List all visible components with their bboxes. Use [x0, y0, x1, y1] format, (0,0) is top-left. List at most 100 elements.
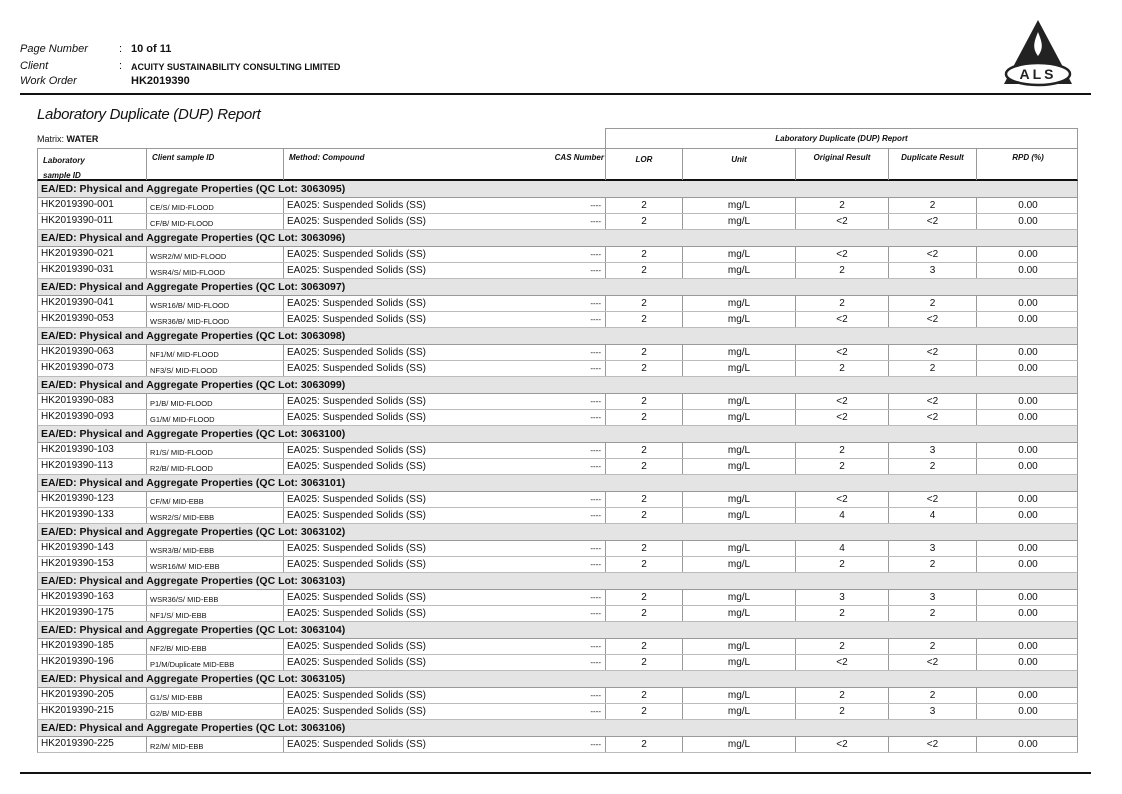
table-row: HK2019390-083 P1/B/ MID-FLOOD EA025: Suspe… [37, 394, 1078, 410]
table-row: HK2019390-225 R2/M/ MID-EBB EA025: Suspend… [37, 737, 1078, 753]
cell-duplicate-result: <2 [889, 214, 977, 229]
cell-original-result: <2 [796, 247, 889, 262]
table-row: HK2019390-031 WSR4/S/ MID-FLOOD EA025: Sus… [37, 263, 1078, 279]
cell-lor: 2 [606, 655, 683, 670]
cell-original-result: 2 [796, 198, 889, 213]
cell-lor: 2 [606, 737, 683, 752]
cell-method: EA025: Suspended Solids (SS) [287, 216, 426, 227]
table-row: HK2019390-021 WSR2/M/ MID-FLOOD EA025: Sus… [37, 247, 1078, 263]
cell-rpd: 0.00 [1018, 363, 1038, 374]
cell-original-result: 2 [796, 443, 889, 458]
cell-rpd: 0.00 [1018, 461, 1038, 472]
cell-client-sample-id: P1/B/ MID-FLOOD [147, 394, 284, 409]
table-row: HK2019390-163 WSR36/S/ MID-EBB EA025: Susp… [37, 590, 1078, 606]
cell-original-result: 2 [796, 296, 889, 311]
cell-method: EA025: Suspended Solids (SS) [287, 641, 426, 652]
cell-unit: mg/L [683, 655, 796, 670]
cell-duplicate-result: 2 [889, 557, 977, 572]
cell-duplicate-result: 3 [889, 704, 977, 719]
cell-unit: mg/L [683, 688, 796, 703]
table-row: HK2019390-196 P1/M/Duplicate MID-EBB EA025… [37, 655, 1078, 671]
table-row: HK2019390-113 R2/B/ MID-FLOOD EA025: Suspe… [37, 459, 1078, 475]
cell-rpd: 0.00 [1018, 200, 1038, 211]
cell-lab-sample-id: HK2019390-063 [38, 345, 147, 360]
cell-cas-number: ---- [506, 655, 606, 670]
cell-client-sample-id: G2/B/ MID-EBB [147, 704, 284, 719]
cell-rpd: 0.00 [1018, 347, 1038, 358]
cell-cas-number: ---- [506, 704, 606, 719]
client-value: ACUITY SUSTAINABILITY CONSULTING LIMITED [131, 62, 341, 72]
cell-lab-sample-id: HK2019390-185 [38, 639, 147, 654]
cell-unit: mg/L [683, 541, 796, 556]
col-cas: CAS Number [506, 149, 606, 180]
cell-cas-number: ---- [506, 361, 606, 376]
cell-lab-sample-id: HK2019390-021 [38, 247, 147, 262]
cell-unit: mg/L [683, 459, 796, 474]
cell-unit: mg/L [683, 263, 796, 278]
cell-lab-sample-id: HK2019390-011 [38, 214, 147, 229]
table-row: HK2019390-063 NF1/M/ MID-FLOOD EA025: Susp… [37, 345, 1078, 361]
cell-duplicate-result: 2 [889, 606, 977, 621]
cell-client-sample-id: WSR3/B/ MID-EBB [147, 541, 284, 556]
cell-client-sample-id: WSR2/M/ MID-FLOOD [147, 247, 284, 262]
matrix-label: Matrix: [37, 134, 64, 144]
cell-cas-number: ---- [506, 345, 606, 360]
cell-method: EA025: Suspended Solids (SS) [287, 445, 426, 456]
cell-rpd: 0.00 [1018, 249, 1038, 260]
table-row: HK2019390-175 NF1/S/ MID-EBB EA025: Suspen… [37, 606, 1078, 622]
cell-method: EA025: Suspended Solids (SS) [287, 559, 426, 570]
super-header: Laboratory Duplicate (DUP) Report [605, 128, 1078, 148]
cell-duplicate-result: 3 [889, 263, 977, 278]
cell-rpd: 0.00 [1018, 543, 1038, 554]
cell-lor: 2 [606, 541, 683, 556]
cell-unit: mg/L [683, 639, 796, 654]
table-row: HK2019390-073 NF3/S/ MID-FLOOD EA025: Susp… [37, 361, 1078, 377]
cell-cas-number: ---- [506, 312, 606, 327]
cell-original-result: 2 [796, 688, 889, 703]
cell-lor: 2 [606, 312, 683, 327]
cell-cas-number: ---- [506, 459, 606, 474]
cell-method: EA025: Suspended Solids (SS) [287, 363, 426, 374]
cell-cas-number: ---- [506, 492, 606, 507]
cell-client-sample-id: CF/M/ MID-EBB [147, 492, 284, 507]
cell-lor: 2 [606, 296, 683, 311]
table-row: HK2019390-041 WSR16/B/ MID-FLOOD EA025: Su… [37, 296, 1078, 312]
colon: : [119, 43, 123, 55]
table-row: HK2019390-133 WSR2/S/ MID-EBB EA025: Suspe… [37, 508, 1078, 524]
cell-original-result: <2 [796, 737, 889, 752]
cell-method: EA025: Suspended Solids (SS) [287, 690, 426, 701]
col-lab-id: Laboratory sample ID [38, 149, 147, 180]
cell-duplicate-result: 2 [889, 639, 977, 654]
cell-original-result: 2 [796, 459, 889, 474]
cell-original-result: 2 [796, 361, 889, 376]
cell-lor: 2 [606, 492, 683, 507]
cell-original-result: <2 [796, 394, 889, 409]
cell-rpd: 0.00 [1018, 608, 1038, 619]
cell-client-sample-id: R2/B/ MID-FLOOD [147, 459, 284, 474]
cell-cas-number: ---- [506, 410, 606, 425]
cell-lab-sample-id: HK2019390-225 [38, 737, 147, 752]
cell-unit: mg/L [683, 345, 796, 360]
cell-cas-number: ---- [506, 247, 606, 262]
cell-cas-number: ---- [506, 394, 606, 409]
col-unit: Unit [683, 149, 796, 180]
cell-unit: mg/L [683, 508, 796, 523]
cell-duplicate-result: <2 [889, 247, 977, 262]
cell-duplicate-result: <2 [889, 410, 977, 425]
cell-cas-number: ---- [506, 557, 606, 572]
cell-client-sample-id: WSR16/M/ MID-EBB [147, 557, 284, 572]
cell-method: EA025: Suspended Solids (SS) [287, 265, 426, 276]
cell-duplicate-result: <2 [889, 655, 977, 670]
cell-client-sample-id: NF2/B/ MID-EBB [147, 639, 284, 654]
table-row: HK2019390-215 G2/B/ MID-EBB EA025: Suspend… [37, 704, 1078, 720]
cell-lor: 2 [606, 606, 683, 621]
qc-lot-group-header: EA/ED: Physical and Aggregate Properties… [37, 328, 1078, 345]
cell-client-sample-id: R2/M/ MID-EBB [147, 737, 284, 752]
cell-cas-number: ---- [506, 198, 606, 213]
cell-lor: 2 [606, 198, 683, 213]
qc-lot-group-header: EA/ED: Physical and Aggregate Properties… [37, 377, 1078, 394]
qc-lot-group-header: EA/ED: Physical and Aggregate Properties… [37, 573, 1078, 590]
cell-lor: 2 [606, 459, 683, 474]
table-row: HK2019390-123 CF/M/ MID-EBB EA025: Suspend… [37, 492, 1078, 508]
svg-text:ALS: ALS [1020, 66, 1057, 82]
